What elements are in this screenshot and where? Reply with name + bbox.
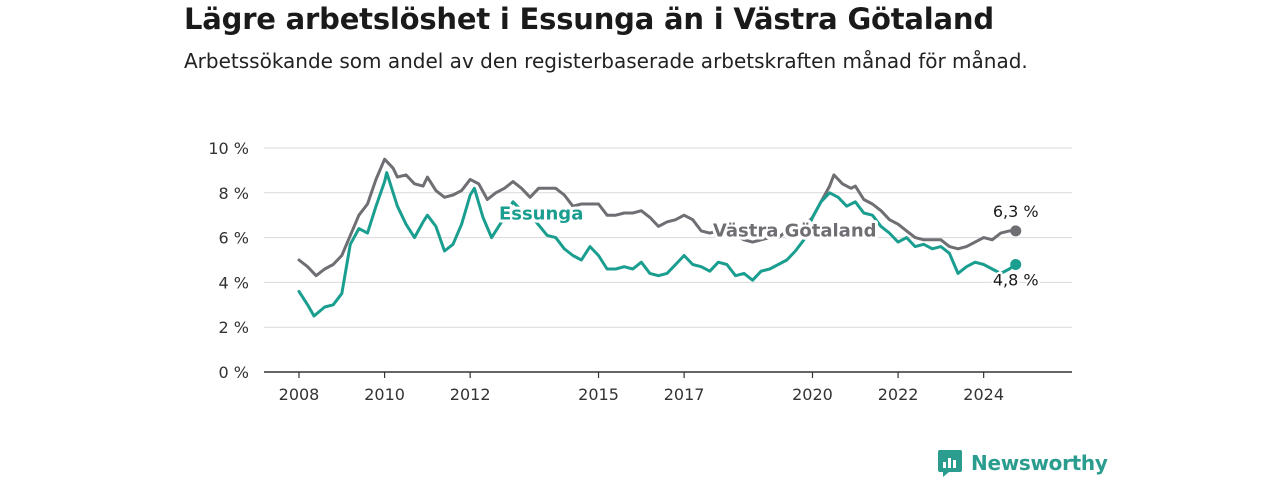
chart-subtitle: Arbetssökande som andel av den registerb…: [184, 49, 1028, 73]
line-chart: 0 % 2 % 4 % 6 % 8 % 10 % 2008 2010 2012 2015 2017…: [208, 139, 1072, 404]
x-tick-label: 2024: [963, 385, 1004, 404]
end-point-v-stra-g-taland: [1010, 225, 1022, 237]
end-value-label: 4,8 %: [993, 270, 1039, 289]
newsworthy-logo[interactable]: Newsworthy: [937, 448, 1108, 478]
x-tick-label: 2020: [792, 385, 833, 404]
end-value-label: 6,3 %: [993, 202, 1039, 221]
series-label: Västra Götaland: [713, 220, 877, 241]
series-line-essunga: [297, 171, 1018, 318]
x-tick-label: 2008: [279, 385, 320, 404]
series-labels: 6,3 % 4,8 % Essunga Västra Götaland: [496, 200, 1041, 292]
x-axis: 2008 2010 2012 2015 2017 2020 2022 2024: [264, 371, 1072, 404]
y-tick-label: 4 %: [219, 273, 249, 292]
brand-name: Newsworthy: [971, 451, 1108, 475]
y-tick-label: 8 %: [219, 184, 249, 203]
y-tick-label: 10 %: [208, 139, 249, 158]
end-point-essunga: [1010, 258, 1022, 270]
y-tick-label: 2 %: [219, 318, 249, 337]
x-tick-label: 2017: [664, 385, 705, 404]
x-tick-label: 2010: [364, 385, 405, 404]
x-tick-label: 2022: [878, 385, 919, 404]
y-tick-label: 0 %: [219, 363, 249, 382]
bar-chart-speech-bubble-icon: [938, 450, 962, 477]
x-tick-label: 2012: [450, 385, 491, 404]
series-label: Essunga: [499, 204, 583, 225]
series-lines: [297, 157, 1022, 318]
series-line-v-stra-g-taland: [297, 157, 1018, 278]
y-tick-label: 6 %: [219, 229, 249, 248]
gridlines: [264, 147, 1072, 328]
chart-title: Lägre arbetslöshet i Essunga än i Västra…: [184, 2, 994, 36]
y-axis: 0 % 2 % 4 % 6 % 8 % 10 %: [208, 139, 249, 382]
x-tick-label: 2015: [578, 385, 619, 404]
